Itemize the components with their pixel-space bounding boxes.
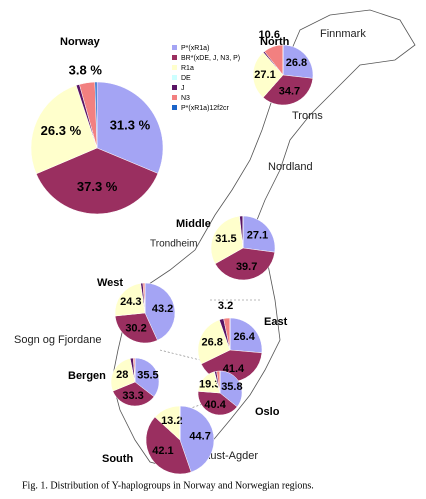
data-label: 30.2 [125, 323, 146, 335]
legend-swatch [172, 95, 177, 100]
data-label: 19.3 [199, 379, 220, 391]
pie-slice [35, 147, 159, 215]
data-label: 26.3 % [41, 123, 82, 138]
pie-slice [96, 81, 164, 174]
data-label: 35.8 [221, 381, 242, 393]
data-label: 41.4 [223, 363, 245, 375]
pie-title: Middle [176, 218, 211, 230]
pie-slice [242, 215, 276, 253]
pie-slice [134, 357, 160, 398]
pie-title: Oslo [255, 406, 280, 418]
data-label: 26.4 [233, 331, 255, 343]
pie-slice [219, 370, 243, 408]
place-label: Aust-Agder [203, 450, 258, 462]
data-label: 27.1 [247, 229, 268, 241]
data-label: 10.6 [259, 29, 280, 41]
pie-slice [144, 282, 176, 341]
data-label: 13.2 [161, 415, 182, 427]
data-label: 3.2 [218, 300, 233, 312]
place-label: Troms [292, 110, 323, 122]
data-label: 44.7 [189, 431, 210, 443]
pie-slice [210, 215, 244, 265]
legend-label: P*(xR1a)12f2cr [181, 105, 230, 112]
pie-slice [179, 405, 215, 473]
pie-slice [262, 74, 314, 106]
legend-label: P*(xR1a) [181, 45, 209, 52]
legend-swatch [172, 65, 177, 70]
data-label: 24.3 [120, 296, 141, 308]
legend-label: J [181, 85, 185, 92]
data-label: 27.1 [254, 69, 275, 81]
data-label: 40.4 [204, 399, 226, 411]
legend-label: BR*(xDE, J, N3, P) [181, 55, 240, 62]
legend-swatch [172, 55, 177, 60]
pie-slice [214, 247, 276, 281]
pie-slice [197, 391, 238, 416]
data-label: 3.8 % [69, 62, 103, 77]
data-label: 37.3 % [77, 179, 118, 194]
data-label: 26.8 [286, 57, 307, 69]
legend-swatch [172, 45, 177, 50]
data-label: 39.7 [236, 261, 257, 273]
place-label: Sogn og Fjordane [14, 334, 101, 346]
legend-label: R1a [181, 65, 194, 72]
data-label: 31.5 [215, 233, 236, 245]
pie-slice [110, 358, 136, 392]
pie-title: Norway [60, 36, 101, 48]
place-label: Finnmark [320, 28, 366, 40]
data-label: 43.2 [152, 303, 173, 315]
data-label: 28 [116, 369, 128, 381]
pie-slice [197, 319, 231, 365]
pie-title: South [102, 453, 133, 465]
map-outline [111, 9, 416, 471]
place-label: Trondheim [150, 239, 197, 250]
data-label: 34.7 [279, 86, 300, 98]
pie-slice [114, 312, 158, 344]
legend-label: N3 [181, 95, 190, 102]
place-label: Nordland [268, 161, 313, 173]
pie-slice [282, 44, 314, 79]
legend-swatch [172, 105, 177, 110]
pie-title: East [264, 316, 288, 328]
pie-slice [94, 81, 98, 149]
legend-swatch [172, 75, 177, 80]
pie-title: West [97, 277, 123, 289]
pie-slice [114, 283, 146, 317]
legend-swatch [172, 85, 177, 90]
pie-slice [252, 52, 284, 98]
caption: Fig. 1. Distribution of Y-haplogroups in… [22, 480, 314, 491]
pie-slice [145, 416, 192, 475]
data-label: 42.1 [152, 445, 173, 457]
legend-label: DE [181, 75, 191, 82]
pie-title: Bergen [68, 370, 106, 382]
data-label: 31.3 % [110, 117, 151, 132]
data-label: 26.8 [202, 337, 223, 349]
data-label: 33.3 [122, 390, 143, 402]
pie-slice [112, 381, 155, 407]
pie-slice [30, 85, 98, 175]
data-label: 35.5 [137, 370, 158, 382]
pie-slice [229, 317, 263, 354]
